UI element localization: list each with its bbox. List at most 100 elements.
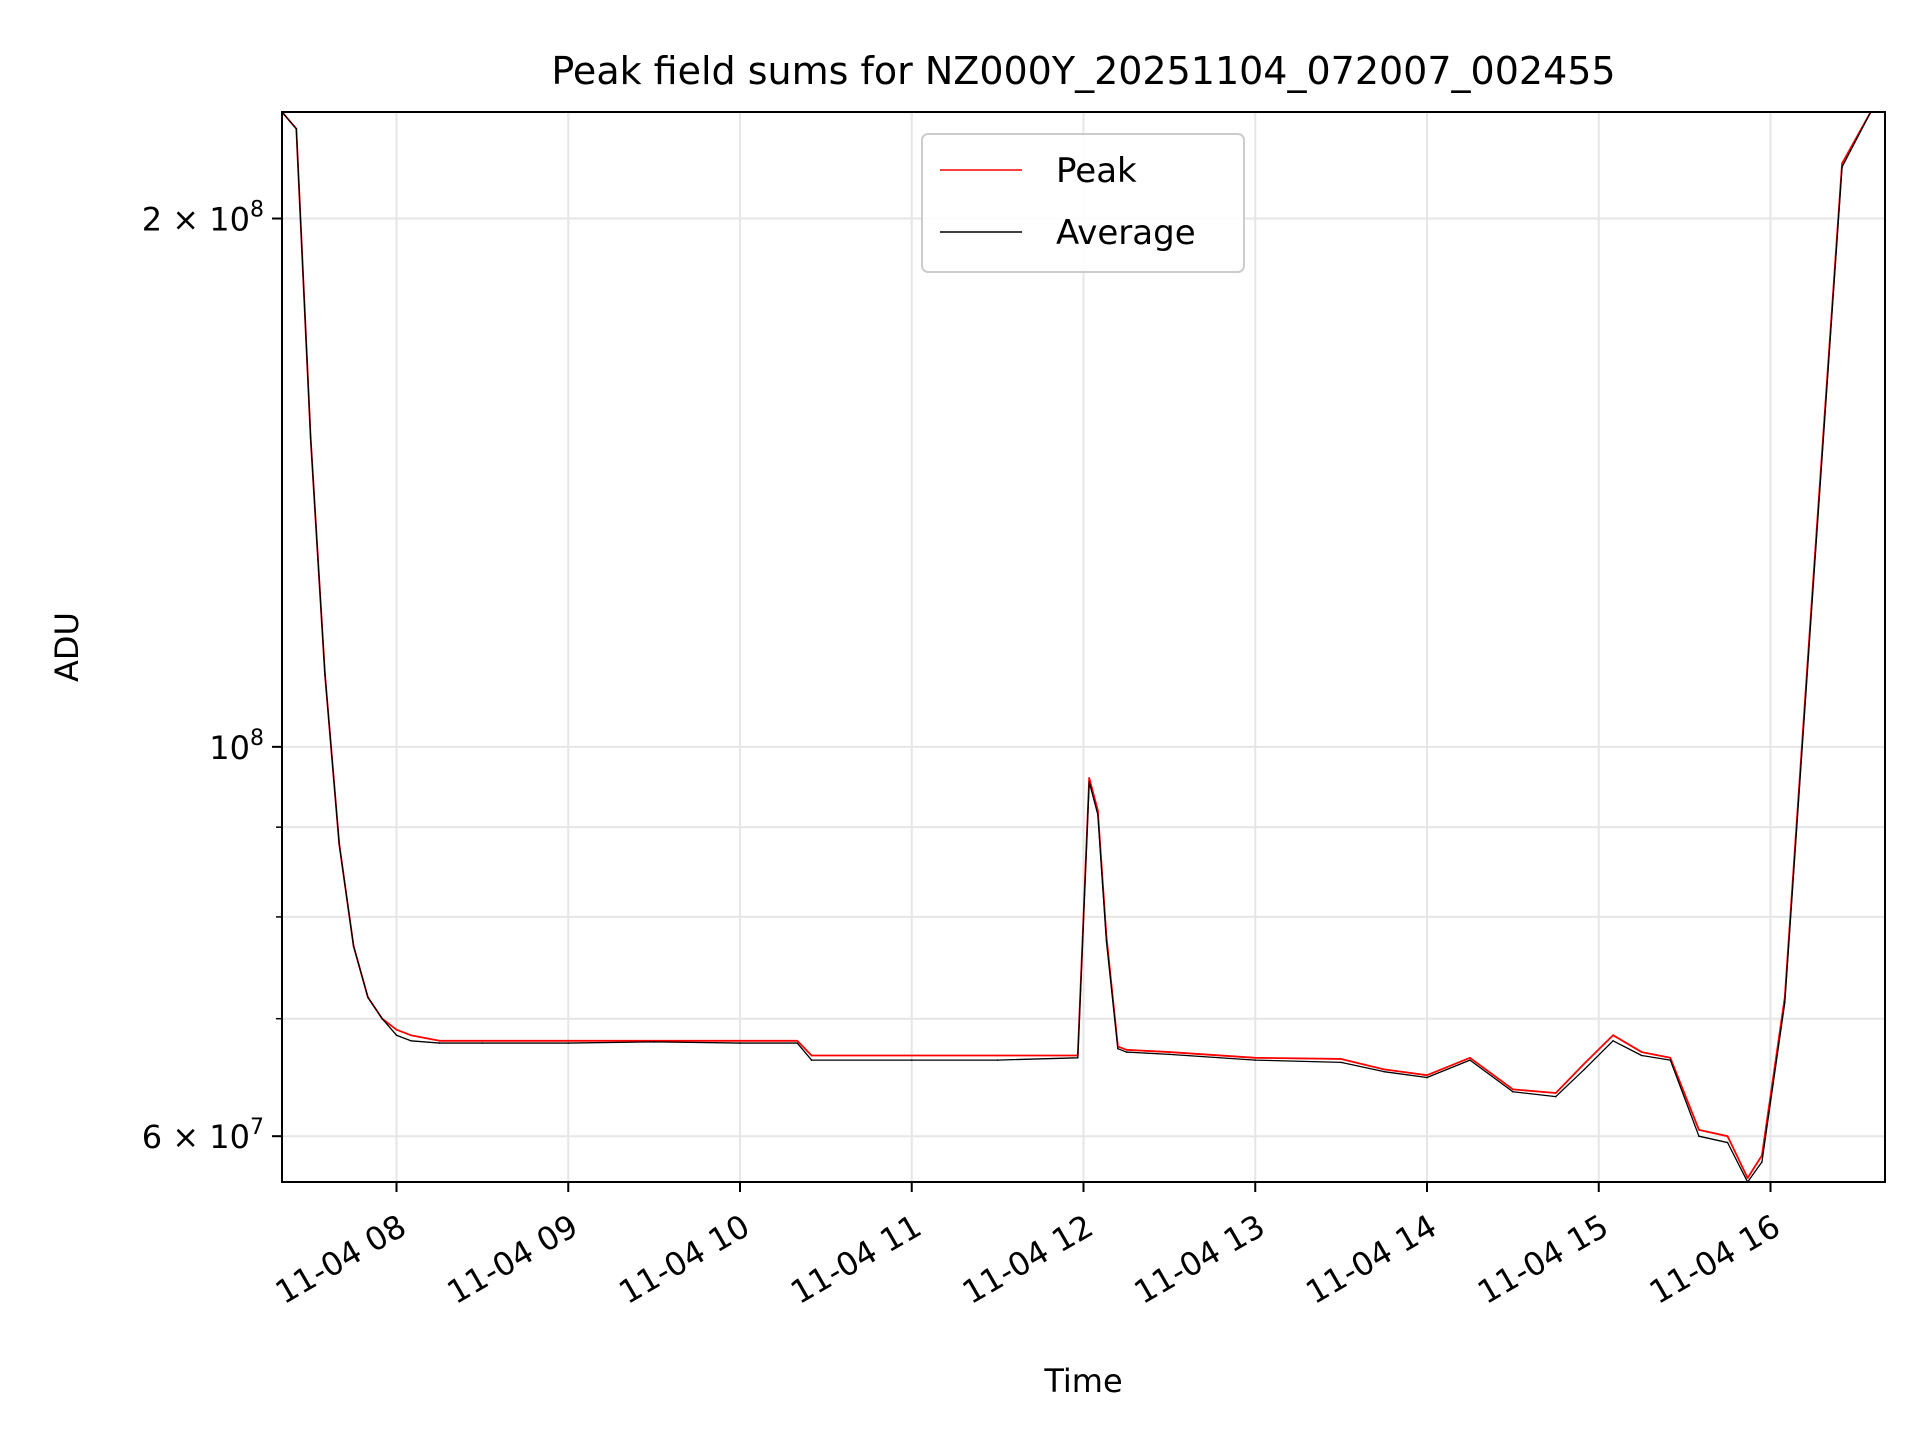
data-point-average bbox=[996, 1059, 999, 1061]
data-point-peak bbox=[1340, 1058, 1342, 1060]
data-point-average bbox=[1088, 781, 1091, 783]
data-point-average bbox=[1640, 1054, 1643, 1057]
data-point-peak bbox=[1383, 1068, 1385, 1071]
data-point-peak bbox=[395, 1028, 398, 1031]
data-point-average bbox=[1555, 1095, 1557, 1098]
data-point-average bbox=[567, 1042, 570, 1044]
y-tick-base: 10 bbox=[209, 729, 250, 767]
data-point-average bbox=[1726, 1141, 1729, 1144]
y-tick-base: 10 bbox=[209, 1118, 250, 1156]
data-point-average bbox=[910, 1059, 913, 1061]
x-axis: 11-04 08 11-04 09 11-04 10 11-04 11 11-04 12… bbox=[269, 1182, 1787, 1312]
x-tick-label: 11-04 12 bbox=[956, 1207, 1100, 1312]
x-tick-label: 11-04 08 bbox=[269, 1207, 413, 1312]
data-point-peak bbox=[1698, 1129, 1700, 1131]
y-tick-exponent: 8 bbox=[250, 198, 264, 223]
x-tick-label: 11-04 09 bbox=[441, 1207, 585, 1312]
data-point-average bbox=[352, 945, 355, 947]
y-tick-mantissa: 6 bbox=[142, 1118, 162, 1156]
data-point-average bbox=[309, 436, 312, 439]
data-point-average bbox=[739, 1042, 741, 1044]
data-point-peak bbox=[1168, 1051, 1171, 1053]
data-point-peak bbox=[481, 1039, 484, 1042]
data-point-average bbox=[1254, 1059, 1257, 1061]
data-point-average bbox=[1784, 1001, 1786, 1004]
data-point-average bbox=[1612, 1039, 1614, 1042]
data-point-peak bbox=[1583, 1062, 1586, 1065]
data-point-average bbox=[1383, 1070, 1385, 1073]
y-tick-label: 6 × 107 bbox=[142, 1115, 264, 1156]
data-point-average bbox=[395, 1034, 398, 1037]
data-point-peak bbox=[1841, 162, 1843, 165]
series-layer bbox=[282, 112, 1885, 1182]
data-point-average bbox=[1097, 813, 1099, 816]
y-tick-exponent: 8 bbox=[250, 726, 264, 751]
data-point-average bbox=[1168, 1053, 1171, 1056]
data-point-peak bbox=[1612, 1034, 1614, 1037]
x-tick-label: 11-04 11 bbox=[784, 1207, 928, 1312]
data-point-peak bbox=[739, 1039, 741, 1042]
data-point-average bbox=[1125, 1051, 1128, 1053]
data-point-peak bbox=[1469, 1056, 1471, 1059]
data-point-average bbox=[338, 843, 341, 846]
data-point-peak bbox=[1669, 1056, 1672, 1059]
data-point-average bbox=[1812, 582, 1815, 584]
data-point-average bbox=[1105, 940, 1108, 942]
data-point-peak bbox=[1512, 1088, 1514, 1091]
data-point-average bbox=[438, 1042, 441, 1044]
data-point-average bbox=[1076, 1056, 1079, 1059]
data-point-average bbox=[653, 1041, 655, 1043]
data-point-peak bbox=[796, 1039, 799, 1042]
y-tick-times: × bbox=[162, 201, 209, 239]
y-tick-mantissa: 2 bbox=[142, 201, 162, 239]
x-tick-label: 11-04 16 bbox=[1643, 1207, 1787, 1312]
y-tick-times: × bbox=[162, 1118, 209, 1156]
data-point-peak bbox=[996, 1054, 999, 1057]
x-tick-label: 11-04 13 bbox=[1128, 1207, 1272, 1312]
y-tick-exponent: 7 bbox=[250, 1115, 264, 1140]
x-tick-label: 11-04 15 bbox=[1471, 1207, 1615, 1312]
data-point-average bbox=[1426, 1076, 1428, 1079]
data-point-average bbox=[410, 1039, 412, 1042]
data-point-peak bbox=[1426, 1074, 1428, 1076]
data-point-peak bbox=[910, 1054, 913, 1057]
data-point-peak bbox=[567, 1039, 570, 1042]
data-point-average bbox=[381, 1017, 383, 1020]
data-point-peak bbox=[1726, 1135, 1729, 1137]
data-point-average bbox=[295, 127, 298, 130]
x-tick-label: 11-04 10 bbox=[612, 1207, 756, 1312]
data-point-average bbox=[810, 1059, 813, 1061]
data-point-average bbox=[1761, 1161, 1763, 1163]
data-point-peak bbox=[1254, 1056, 1257, 1059]
data-point-peak bbox=[410, 1034, 412, 1037]
y-tick-label: 2 × 108 bbox=[142, 198, 264, 239]
data-point-average bbox=[367, 996, 369, 999]
y-tick-base: 10 bbox=[209, 201, 250, 239]
data-point-peak bbox=[1640, 1051, 1643, 1053]
legend-box bbox=[921, 133, 1245, 273]
data-point-peak bbox=[653, 1039, 655, 1042]
data-point-average bbox=[1583, 1068, 1586, 1071]
data-point-average bbox=[1512, 1090, 1514, 1093]
data-point-peak bbox=[438, 1039, 441, 1042]
data-point-average bbox=[1698, 1135, 1700, 1137]
data-point-average bbox=[1340, 1061, 1342, 1064]
data-point-peak bbox=[1125, 1049, 1128, 1051]
series-line-average bbox=[282, 112, 1885, 1182]
data-point-peak bbox=[810, 1054, 813, 1057]
y-tick-label: 108 bbox=[209, 726, 264, 767]
data-point-average bbox=[1841, 166, 1843, 168]
x-tick-label: 11-04 14 bbox=[1299, 1207, 1443, 1312]
data-point-average bbox=[1669, 1059, 1672, 1061]
x-axis-label: Time bbox=[1043, 1362, 1122, 1400]
data-point-average bbox=[796, 1042, 799, 1044]
data-point-average bbox=[1469, 1059, 1471, 1061]
chart-title: Peak field sums for NZ000Y_20251104_0720… bbox=[551, 49, 1615, 93]
legend-label-average: Average bbox=[1056, 213, 1196, 253]
data-point-average bbox=[481, 1042, 484, 1044]
data-point-average bbox=[324, 673, 326, 675]
data-point-peak bbox=[1746, 1177, 1749, 1179]
